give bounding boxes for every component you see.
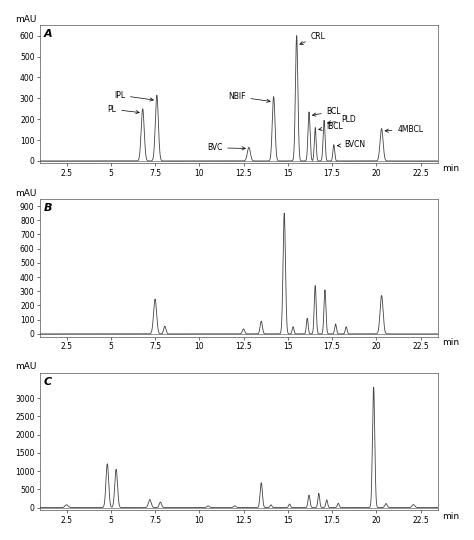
Text: BCL: BCL: [312, 107, 341, 116]
Text: IBCL: IBCL: [319, 122, 344, 131]
Text: mAU: mAU: [15, 15, 36, 24]
Text: PLD: PLD: [328, 115, 356, 124]
Text: CRL: CRL: [300, 31, 326, 44]
Text: A: A: [44, 29, 53, 39]
Text: NBIF: NBIF: [228, 92, 270, 103]
Text: min: min: [442, 512, 459, 521]
Text: min: min: [442, 338, 459, 347]
Text: 4MBCL: 4MBCL: [385, 125, 423, 133]
Text: IPL: IPL: [114, 91, 153, 101]
Text: PL: PL: [107, 105, 139, 114]
Text: B: B: [44, 203, 53, 213]
Text: mAU: mAU: [15, 188, 36, 198]
Text: BVC: BVC: [207, 143, 246, 152]
Text: mAU: mAU: [15, 362, 36, 372]
Text: C: C: [44, 377, 52, 387]
Text: BVCN: BVCN: [337, 140, 365, 149]
Text: min: min: [442, 164, 459, 173]
